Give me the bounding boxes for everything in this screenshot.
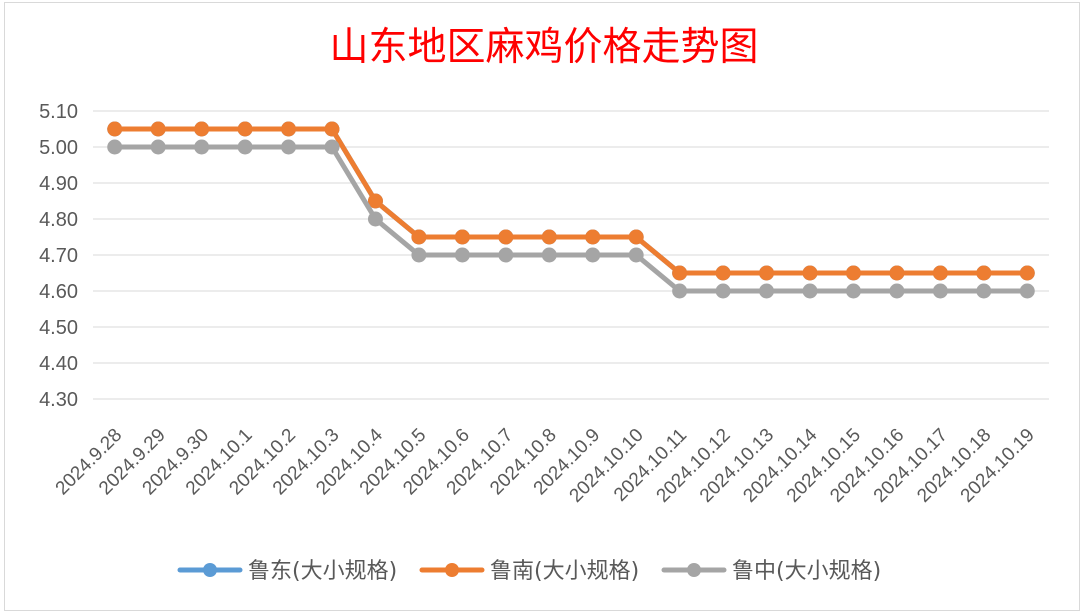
data-point bbox=[107, 121, 123, 137]
legend-label: 鲁东(大小规格) bbox=[248, 559, 397, 584]
series-line bbox=[112, 126, 1030, 276]
data-point bbox=[454, 247, 470, 263]
data-point bbox=[715, 265, 731, 281]
data-point bbox=[932, 265, 948, 281]
y-axis-tick-labels: 5.10 5.00 4.90 4.80 4.70 4.60 4.50 4.40 4.30 bbox=[39, 101, 78, 411]
legend-marker bbox=[203, 563, 217, 577]
data-point bbox=[194, 121, 210, 137]
chart-frame bbox=[4, 2, 1080, 611]
data-point bbox=[498, 247, 514, 263]
legend-item: 鲁东(大小规格) bbox=[177, 559, 397, 584]
data-point bbox=[324, 121, 340, 137]
y-tick-label: 4.60 bbox=[39, 281, 78, 303]
legend: 鲁东(大小规格) 鲁南(大小规格) 鲁中(大小规格) bbox=[177, 559, 881, 584]
legend-marker bbox=[687, 563, 701, 577]
y-tick-label: 5.00 bbox=[39, 137, 78, 159]
data-point bbox=[845, 265, 861, 281]
data-point bbox=[759, 283, 775, 299]
data-point bbox=[237, 139, 253, 155]
data-point bbox=[585, 247, 601, 263]
legend-marker bbox=[445, 563, 459, 577]
data-point bbox=[628, 247, 644, 263]
data-point bbox=[759, 265, 775, 281]
data-point bbox=[889, 265, 905, 281]
data-point bbox=[715, 283, 731, 299]
data-point bbox=[150, 139, 166, 155]
data-point bbox=[1019, 265, 1035, 281]
data-point bbox=[150, 121, 166, 137]
series-2 bbox=[107, 121, 1035, 281]
data-point bbox=[541, 247, 557, 263]
series-line bbox=[112, 144, 1030, 294]
series-3 bbox=[107, 139, 1035, 299]
data-point bbox=[845, 283, 861, 299]
data-point bbox=[672, 283, 688, 299]
y-tick-label: 4.90 bbox=[39, 173, 78, 195]
data-point bbox=[411, 247, 427, 263]
series-lines bbox=[107, 121, 1035, 299]
legend-item: 鲁南(大小规格) bbox=[419, 559, 639, 584]
data-point bbox=[802, 283, 818, 299]
y-tick-label: 4.30 bbox=[39, 389, 78, 411]
data-point bbox=[367, 211, 383, 227]
y-tick-label: 4.50 bbox=[39, 317, 78, 339]
y-tick-label: 4.70 bbox=[39, 245, 78, 267]
data-point bbox=[976, 283, 992, 299]
y-tick-label: 4.80 bbox=[39, 209, 78, 231]
data-point bbox=[107, 139, 123, 155]
data-point bbox=[411, 229, 427, 245]
data-point bbox=[932, 283, 948, 299]
data-point bbox=[281, 139, 297, 155]
data-point bbox=[889, 283, 905, 299]
chart-title: 山东地区麻鸡价格走势图 bbox=[329, 25, 758, 70]
data-point bbox=[324, 139, 340, 155]
legend-item: 鲁中(大小规格) bbox=[661, 559, 881, 584]
data-point bbox=[237, 121, 253, 137]
data-point bbox=[672, 265, 688, 281]
y-tick-label: 4.40 bbox=[39, 353, 78, 375]
data-point bbox=[1019, 283, 1035, 299]
data-point bbox=[498, 229, 514, 245]
legend-label: 鲁南(大小规格) bbox=[490, 559, 639, 584]
data-point bbox=[367, 193, 383, 209]
y-tick-label: 5.10 bbox=[39, 101, 78, 123]
data-point bbox=[802, 265, 818, 281]
data-point bbox=[976, 265, 992, 281]
legend-label: 鲁中(大小规格) bbox=[732, 559, 881, 584]
data-point bbox=[454, 229, 470, 245]
data-point bbox=[628, 229, 644, 245]
data-point bbox=[541, 229, 557, 245]
data-point bbox=[281, 121, 297, 137]
data-point bbox=[194, 139, 210, 155]
data-point bbox=[585, 229, 601, 245]
